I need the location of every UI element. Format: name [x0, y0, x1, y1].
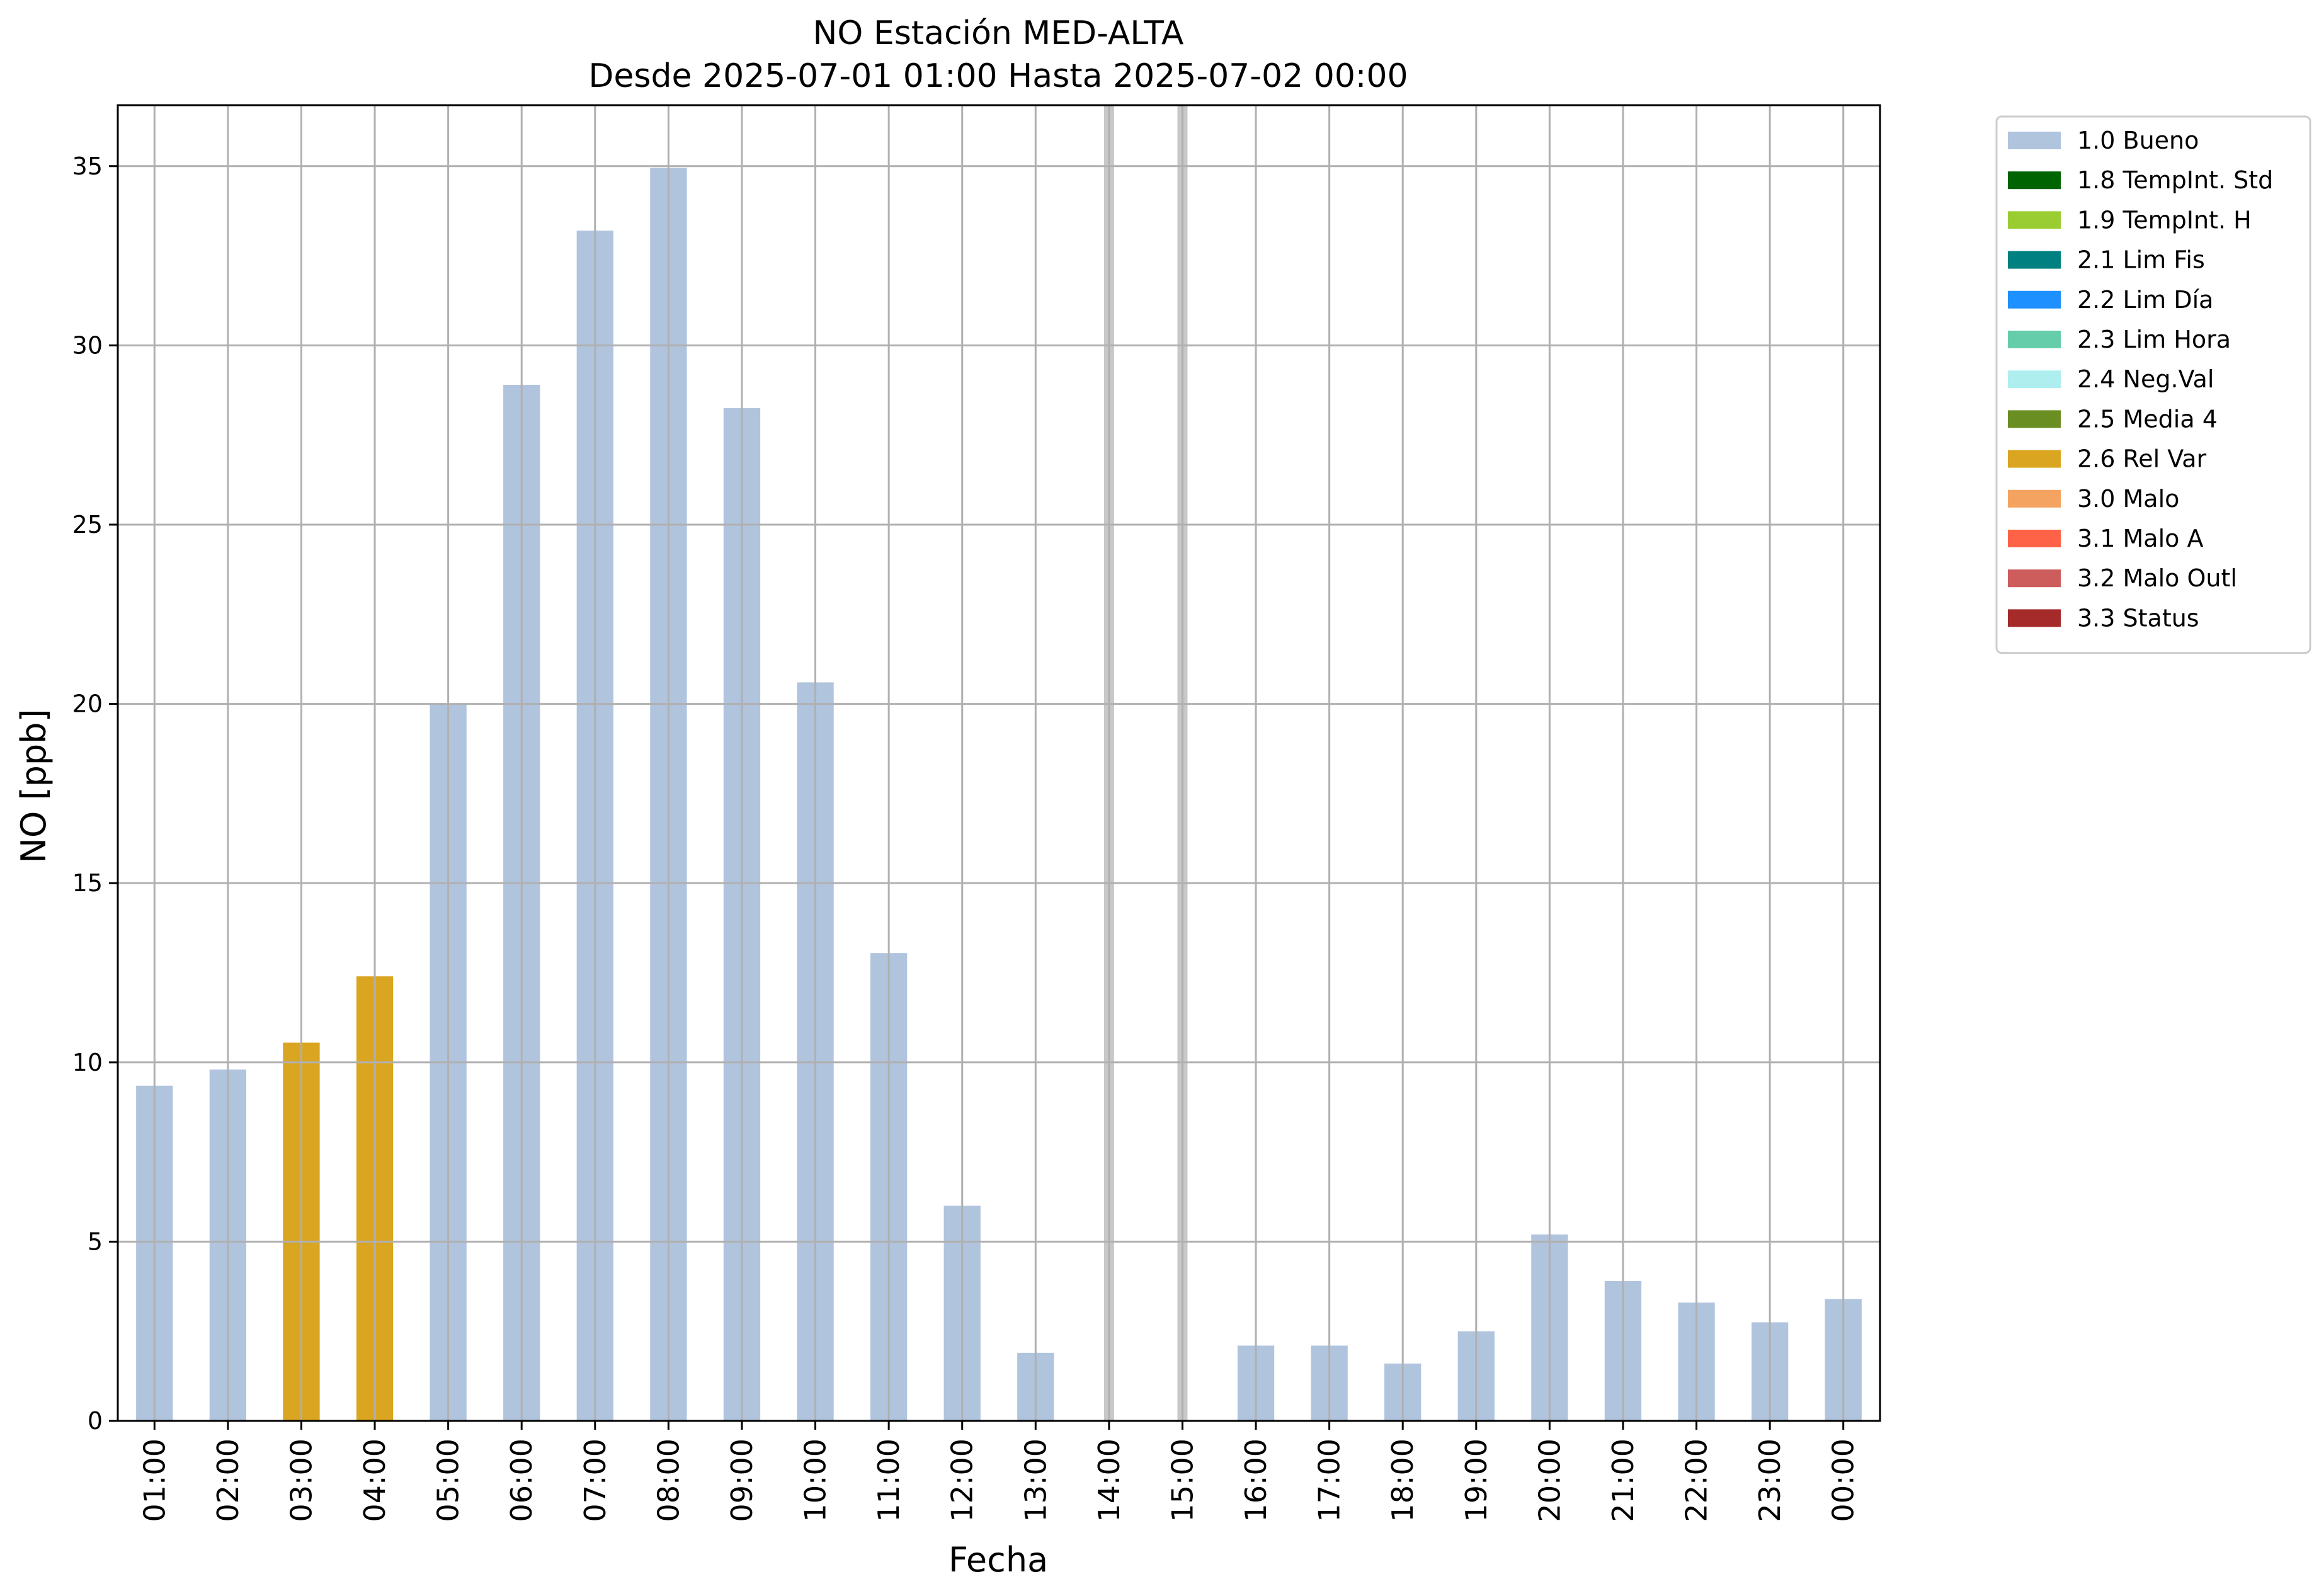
- x-axis: 01:00 02:00 03:00 04:00 05:00 06:00 07:00 08:00…: [137, 1421, 1860, 1522]
- x-tick-label: 16:00: [1239, 1439, 1273, 1522]
- x-tick-label: 05:00: [431, 1439, 465, 1522]
- x-tick-label: 02:00: [211, 1439, 245, 1522]
- y-tick-label: 10: [72, 1049, 103, 1076]
- x-tick-label: 10:00: [799, 1439, 833, 1522]
- x-tick-label: 03:00: [284, 1439, 318, 1522]
- x-axis-label: Fecha: [949, 1540, 1048, 1580]
- chart-title: NO Estación MED-ALTA: [813, 14, 1184, 52]
- x-tick-label: 21:00: [1606, 1439, 1640, 1522]
- y-tick-label: 30: [72, 331, 103, 359]
- x-tick-label: 08:00: [651, 1439, 685, 1522]
- legend-label: 1.8 TempInt. Std: [2077, 166, 2273, 194]
- legend-label: 3.1 Malo A: [2077, 525, 2203, 552]
- x-tick-label: 07:00: [578, 1439, 612, 1522]
- legend-label: 2.2 Lim Día: [2077, 286, 2213, 314]
- legend-swatch: [2008, 132, 2061, 149]
- plot-frame: [117, 104, 1881, 1422]
- legend-swatch: [2008, 450, 2061, 468]
- y-tick-label: 15: [72, 869, 103, 897]
- x-tick-label: 01:00: [137, 1439, 171, 1522]
- legend-swatch: [2008, 489, 2061, 508]
- legend-swatch: [2008, 290, 2061, 309]
- x-tick-label: 18:00: [1386, 1439, 1420, 1522]
- x-tick-label: 06:00: [504, 1439, 538, 1522]
- legend-swatch: [2008, 211, 2061, 229]
- x-tick-label: 14:00: [1092, 1439, 1126, 1522]
- legend-label: 2.6 Rel Var: [2077, 445, 2207, 473]
- y-tick-label: 20: [72, 690, 103, 718]
- x-tick-label: 00:00: [1826, 1439, 1860, 1522]
- x-tick-label: 19:00: [1459, 1439, 1493, 1522]
- x-tick-label: 22:00: [1680, 1439, 1714, 1522]
- legend-label: 2.4 Neg.Val: [2077, 365, 2214, 393]
- y-tick-label: 35: [72, 152, 103, 180]
- legend-label: 3.2 Malo Outl: [2077, 564, 2237, 592]
- y-tick-label: 5: [88, 1228, 103, 1255]
- legend-label: 2.1 Lim Fis: [2077, 246, 2205, 274]
- y-tick-label: 0: [88, 1407, 103, 1435]
- legend-swatch: [2008, 569, 2061, 588]
- legend-swatch: [2008, 171, 2061, 190]
- x-tick-label: 23:00: [1753, 1439, 1787, 1522]
- legend-swatch: [2008, 370, 2061, 389]
- legend-label: 3.0 Malo: [2077, 485, 2179, 513]
- legend-swatch: [2008, 530, 2061, 547]
- legend-label: 2.5 Media 4: [2077, 405, 2218, 433]
- x-tick-label: 15:00: [1165, 1439, 1199, 1522]
- legend-swatch: [2008, 251, 2061, 269]
- chart-subtitle: Desde 2025-07-01 01:00 Hasta 2025-07-02 …: [588, 57, 1408, 95]
- x-tick-label: 11:00: [872, 1439, 906, 1522]
- legend-label: 1.0 Bueno: [2077, 127, 2199, 154]
- legend-swatch: [2008, 331, 2061, 348]
- y-tick-label: 25: [72, 511, 103, 539]
- y-axis: 0 5 10 15 20 25 30 35: [72, 152, 118, 1435]
- legend-swatch: [2008, 410, 2061, 428]
- legend-label: 3.3 Status: [2077, 604, 2199, 632]
- legend-label: 2.3 Lim Hora: [2077, 326, 2231, 353]
- legend-swatch: [2008, 609, 2061, 627]
- legend-box: [1995, 115, 2311, 654]
- y-axis-label: NO [ppb]: [14, 709, 54, 863]
- x-tick-label: 13:00: [1018, 1439, 1052, 1522]
- x-tick-label: 20:00: [1532, 1439, 1566, 1522]
- legend-label: 1.9 TempInt. H: [2077, 206, 2252, 234]
- legend: 1.0 Bueno 1.8 TempInt. Std 1.9 TempInt. H 2…: [1995, 115, 2311, 654]
- x-tick-label: 17:00: [1313, 1439, 1347, 1522]
- x-tick-label: 12:00: [945, 1439, 979, 1522]
- x-tick-label: 09:00: [725, 1439, 759, 1522]
- x-tick-label: 04:00: [358, 1439, 392, 1522]
